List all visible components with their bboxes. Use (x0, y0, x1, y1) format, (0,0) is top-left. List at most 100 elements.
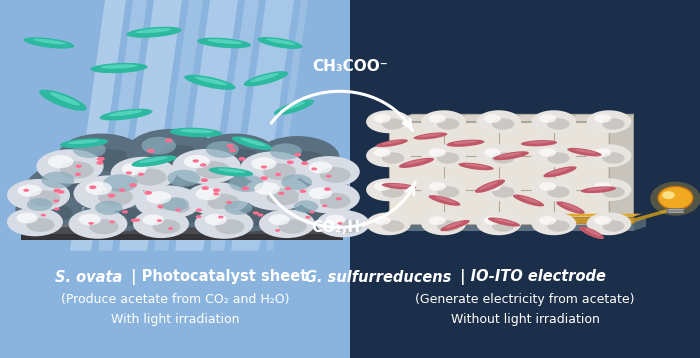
Circle shape (382, 186, 404, 198)
Text: (Produce acetate from CO₂ and H₂O): (Produce acetate from CO₂ and H₂O) (61, 293, 289, 306)
Ellipse shape (35, 184, 113, 195)
Ellipse shape (13, 221, 63, 228)
Circle shape (195, 209, 253, 239)
Circle shape (374, 148, 391, 157)
Circle shape (374, 182, 391, 191)
Circle shape (39, 204, 73, 222)
Ellipse shape (179, 165, 241, 174)
Polygon shape (634, 219, 646, 231)
Circle shape (88, 149, 132, 171)
Text: (Generate electricity from acetate): (Generate electricity from acetate) (415, 293, 635, 306)
Ellipse shape (579, 226, 604, 239)
Circle shape (258, 213, 264, 217)
Text: CO₂,H⁺: CO₂,H⁺ (311, 220, 368, 235)
Ellipse shape (24, 37, 74, 49)
Ellipse shape (322, 222, 370, 229)
Ellipse shape (43, 165, 104, 173)
Circle shape (309, 187, 332, 199)
Polygon shape (374, 223, 634, 231)
Circle shape (89, 219, 118, 234)
Ellipse shape (658, 186, 693, 209)
Circle shape (74, 175, 144, 211)
Ellipse shape (481, 189, 522, 194)
Circle shape (89, 185, 97, 189)
Ellipse shape (591, 121, 631, 126)
Circle shape (138, 173, 144, 176)
Circle shape (294, 200, 318, 213)
Circle shape (305, 206, 337, 223)
Circle shape (285, 187, 291, 190)
Ellipse shape (191, 197, 249, 205)
Circle shape (134, 218, 140, 222)
Circle shape (326, 175, 332, 178)
Ellipse shape (581, 187, 616, 193)
Circle shape (185, 182, 249, 215)
Polygon shape (98, 0, 147, 251)
Circle shape (57, 190, 64, 194)
Ellipse shape (527, 141, 551, 144)
Circle shape (539, 216, 556, 225)
Ellipse shape (39, 90, 87, 111)
Ellipse shape (521, 140, 557, 146)
Circle shape (29, 190, 61, 206)
Circle shape (146, 191, 172, 204)
Circle shape (129, 183, 137, 187)
Ellipse shape (426, 223, 466, 228)
Circle shape (27, 218, 55, 232)
Ellipse shape (50, 92, 80, 106)
Circle shape (134, 169, 167, 185)
Ellipse shape (60, 138, 108, 148)
Ellipse shape (513, 194, 544, 207)
Ellipse shape (591, 155, 631, 160)
Ellipse shape (266, 39, 295, 45)
Circle shape (141, 137, 176, 155)
Circle shape (253, 211, 259, 214)
Polygon shape (231, 0, 294, 251)
Ellipse shape (650, 182, 700, 216)
Circle shape (153, 219, 181, 234)
Ellipse shape (370, 223, 411, 228)
Ellipse shape (244, 71, 288, 86)
Circle shape (309, 161, 332, 173)
Circle shape (191, 134, 278, 178)
Circle shape (429, 216, 446, 225)
Circle shape (429, 182, 446, 191)
Ellipse shape (135, 150, 217, 161)
Ellipse shape (480, 181, 498, 190)
Ellipse shape (481, 121, 522, 126)
Circle shape (251, 157, 276, 170)
Circle shape (283, 195, 347, 228)
Ellipse shape (184, 75, 236, 90)
Ellipse shape (536, 121, 576, 126)
Circle shape (97, 157, 105, 161)
Circle shape (602, 186, 624, 198)
Circle shape (204, 214, 227, 225)
Circle shape (254, 182, 280, 195)
Circle shape (326, 215, 346, 225)
Circle shape (531, 178, 576, 201)
Ellipse shape (414, 132, 447, 140)
Circle shape (602, 118, 624, 130)
Circle shape (547, 186, 570, 198)
Circle shape (374, 114, 391, 123)
Text: | Photocatalyst sheet: | Photocatalyst sheet (126, 270, 307, 285)
Ellipse shape (376, 139, 408, 147)
Ellipse shape (584, 228, 601, 236)
Ellipse shape (382, 183, 416, 189)
Circle shape (437, 152, 459, 164)
Circle shape (95, 201, 122, 215)
Circle shape (133, 209, 189, 238)
Circle shape (109, 221, 115, 223)
Circle shape (17, 213, 38, 223)
Circle shape (27, 164, 113, 208)
Polygon shape (21, 220, 357, 227)
Circle shape (119, 189, 125, 192)
Circle shape (594, 148, 611, 157)
Circle shape (476, 178, 521, 201)
Ellipse shape (662, 191, 675, 199)
Circle shape (175, 204, 210, 222)
Circle shape (15, 192, 83, 227)
Ellipse shape (276, 186, 349, 196)
Ellipse shape (426, 121, 466, 126)
Ellipse shape (195, 77, 228, 85)
